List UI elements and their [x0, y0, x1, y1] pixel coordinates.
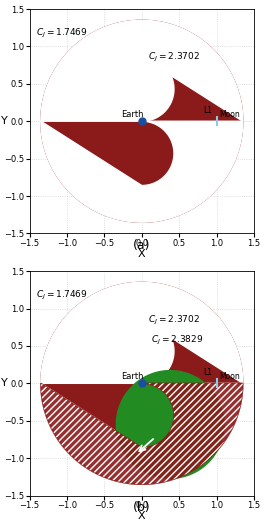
Text: $C_J = 1.7469$: $C_J = 1.7469$ — [36, 27, 87, 40]
Text: (a): (a) — [133, 239, 151, 252]
X-axis label: X: X — [138, 249, 145, 259]
Text: $C_J = 2.3829$: $C_J = 2.3829$ — [151, 334, 203, 347]
Text: (b): (b) — [133, 501, 151, 514]
Polygon shape — [116, 370, 224, 479]
Text: $C_J = 2.3702$: $C_J = 2.3702$ — [148, 314, 200, 327]
Polygon shape — [41, 121, 243, 222]
Text: $C_J = 1.7469$: $C_J = 1.7469$ — [36, 289, 87, 302]
Polygon shape — [41, 383, 243, 484]
Text: Earth: Earth — [121, 110, 143, 119]
Text: Moon: Moon — [220, 372, 240, 381]
Text: Earth: Earth — [121, 372, 143, 381]
Text: L1: L1 — [204, 106, 213, 115]
Polygon shape — [41, 383, 243, 484]
Polygon shape — [41, 20, 243, 222]
Text: L1: L1 — [204, 368, 213, 377]
Polygon shape — [41, 282, 243, 383]
Text: Moon: Moon — [220, 110, 240, 119]
Text: $C_J = 2.3702$: $C_J = 2.3702$ — [148, 51, 200, 64]
X-axis label: X: X — [138, 511, 145, 521]
Polygon shape — [41, 282, 243, 484]
Y-axis label: Y: Y — [1, 116, 7, 126]
Polygon shape — [41, 20, 243, 121]
Y-axis label: Y: Y — [1, 378, 7, 388]
